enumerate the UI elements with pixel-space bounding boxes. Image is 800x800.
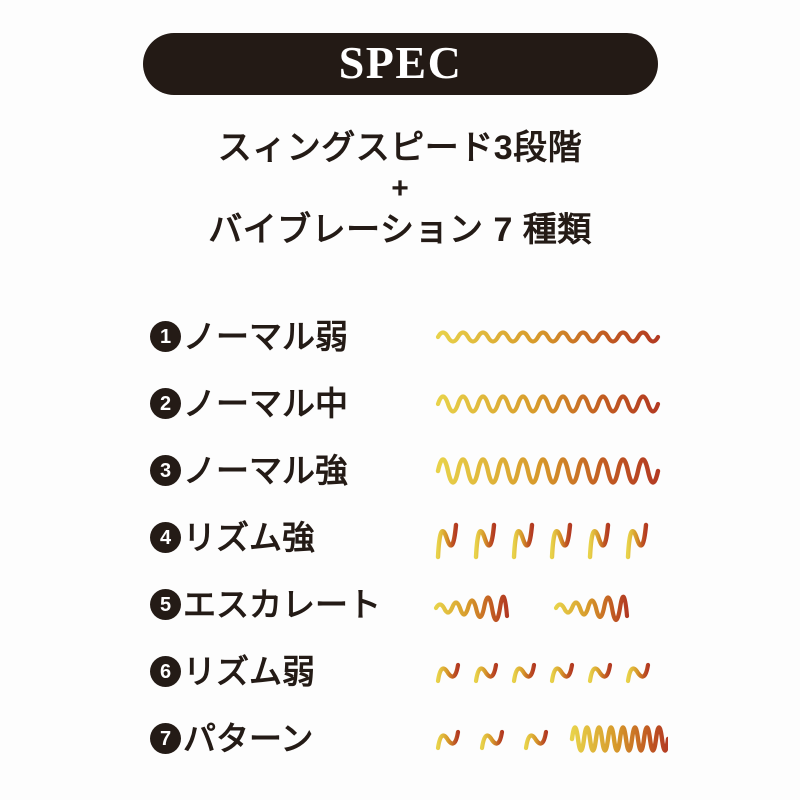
mode-name-4: リズム強: [183, 519, 315, 556]
waveform-rhythm-strong: [432, 504, 668, 571]
mode-row-5: 5 エスカレート: [0, 571, 800, 638]
mode-row-6: 6 リズム弱: [0, 638, 800, 705]
mode-name-3: ノーマル強: [183, 452, 348, 489]
waveform-pattern: [432, 705, 668, 772]
mode-label-group-1: 1 ノーマル弱: [150, 303, 348, 370]
mode-number-badge-5: 5: [150, 589, 181, 620]
mode-number-badge-7: 7: [150, 723, 181, 754]
subtitle-block: スィングスピード3段階 + バイブレーション 7 種類: [0, 126, 800, 252]
subtitle-line-2: バイブレーション 7 種類: [208, 211, 592, 249]
mode-number-badge-6: 6: [150, 656, 181, 687]
mode-name-5: エスカレート: [183, 586, 381, 623]
subtitle-plus-sign: +: [391, 172, 409, 205]
waveform-normal-medium: [432, 370, 668, 437]
mode-name-6: リズム弱: [183, 653, 315, 690]
spec-banner: SPEC: [143, 33, 658, 95]
mode-label-group-7: 7 パターン: [150, 705, 313, 772]
waveform-normal-strong: [432, 437, 668, 504]
waveform-rhythm-weak: [432, 638, 668, 705]
mode-row-7: 7 パターン: [0, 705, 800, 772]
mode-row-1: 1 ノーマル弱: [0, 303, 800, 370]
subtitle-line-1: スィングスピード3段階: [217, 129, 583, 167]
mode-number-badge-4: 4: [150, 522, 181, 553]
mode-label-group-6: 6 リズム弱: [150, 638, 315, 705]
spec-banner-title: SPEC: [338, 36, 463, 88]
waveform-escalate: [432, 571, 668, 638]
mode-number-badge-1: 1: [150, 321, 181, 352]
mode-label-group-3: 3 ノーマル強: [150, 437, 348, 504]
mode-number-badge-3: 3: [150, 455, 181, 486]
waveform-normal-weak: [432, 303, 668, 370]
mode-list: 1 ノーマル弱: [0, 303, 800, 772]
mode-row-4: 4 リズム強: [0, 504, 800, 571]
mode-name-1: ノーマル弱: [183, 318, 348, 355]
mode-label-group-4: 4 リズム強: [150, 504, 315, 571]
mode-name-2: ノーマル中: [183, 385, 348, 422]
mode-label-group-5: 5 エスカレート: [150, 571, 381, 638]
mode-label-group-2: 2 ノーマル中: [150, 370, 348, 437]
mode-number-badge-2: 2: [150, 388, 181, 419]
mode-row-3: 3 ノーマル強: [0, 437, 800, 504]
mode-row-2: 2 ノーマル中: [0, 370, 800, 437]
mode-name-7: パターン: [183, 720, 314, 757]
